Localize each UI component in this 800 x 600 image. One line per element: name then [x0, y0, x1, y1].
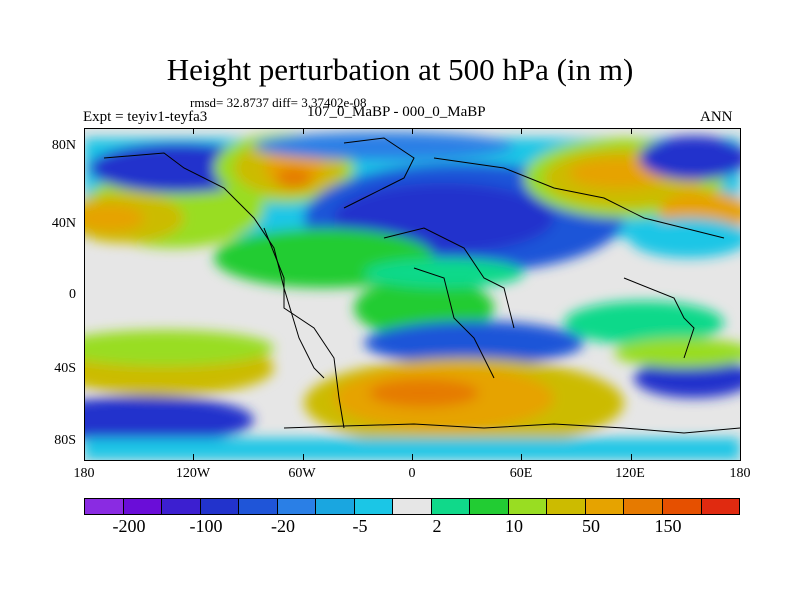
height-field	[84, 132, 740, 460]
axis-tick	[740, 454, 741, 460]
lat-label-40n: 40N	[51, 216, 76, 231]
lat-label-80s: 80S	[54, 433, 76, 448]
colorbar-label: -100	[189, 516, 223, 536]
map-panel	[84, 128, 740, 460]
lon-label-60e: 60E	[509, 466, 533, 481]
chart-title: Height perturbation at 500 hPa (in m)	[166, 52, 634, 87]
colorbar-swatch	[624, 499, 663, 514]
colorbar-swatch	[123, 499, 163, 514]
axis-tick	[84, 128, 85, 460]
lon-label-120w: 120W	[175, 466, 211, 481]
lon-label-180e: 180	[729, 466, 751, 481]
axis-tick	[631, 454, 632, 460]
colorbar-swatch	[85, 499, 124, 514]
axis-tick	[631, 128, 632, 134]
axis-tick	[193, 454, 194, 460]
axis-tick	[521, 128, 522, 134]
experiment-label: Expt = teyiv1-teyfa3	[83, 109, 208, 125]
axis-tick	[84, 454, 85, 460]
axis-tick	[84, 460, 740, 461]
colorbar-swatch	[547, 499, 586, 514]
season-label: ANN	[700, 109, 733, 125]
colorbar-swatch	[662, 499, 702, 514]
colorbar-swatch	[200, 499, 240, 514]
coastlines	[103, 137, 740, 434]
axis-tick	[303, 454, 304, 460]
colorbar-swatch	[239, 499, 278, 514]
axis-tick	[740, 128, 741, 134]
axis-tick	[84, 128, 85, 134]
axis-tick	[412, 454, 413, 460]
colorbar-label: 2	[432, 516, 442, 536]
lon-label-120e: 120E	[615, 466, 645, 481]
colorbar	[84, 498, 740, 515]
colorbar-label: 150	[654, 516, 682, 536]
axis-tick	[193, 128, 194, 134]
colorbar-swatch	[701, 499, 740, 514]
colorbar-swatch	[354, 499, 394, 514]
axis-tick	[521, 454, 522, 460]
colorbar-swatch	[162, 499, 201, 514]
colorbar-swatch	[393, 499, 432, 514]
colorbar-label: 50	[582, 516, 600, 536]
lat-label-80n: 80N	[51, 138, 76, 153]
lon-label-0: 0	[408, 466, 416, 481]
colorbar-swatch	[277, 499, 317, 514]
colorbar-swatch	[431, 499, 471, 514]
stats-text: rmsd= 32.8737 diff= 3.37402e-08	[190, 95, 367, 110]
colorbar-swatch	[470, 499, 509, 514]
lat-label-eq: 0	[69, 287, 76, 302]
colorbar-label: -5	[352, 516, 368, 536]
subtitle: 107_0_MaBP - 000_0_MaBP	[307, 104, 486, 120]
colorbar-label: -20	[271, 516, 295, 536]
contour-map	[84, 128, 740, 460]
axis-tick	[303, 128, 304, 134]
lon-label-60w: 60W	[288, 466, 316, 481]
lat-label-40s: 40S	[54, 361, 76, 376]
colorbar-label: -200	[112, 516, 146, 536]
colorbar-swatch	[585, 499, 625, 514]
axis-tick	[412, 128, 413, 134]
colorbar-swatch	[508, 499, 548, 514]
lon-label-180w: 180	[73, 466, 95, 481]
axis-tick	[740, 128, 741, 461]
colorbar-label: 10	[505, 516, 523, 536]
colorbar-swatch	[316, 499, 355, 514]
